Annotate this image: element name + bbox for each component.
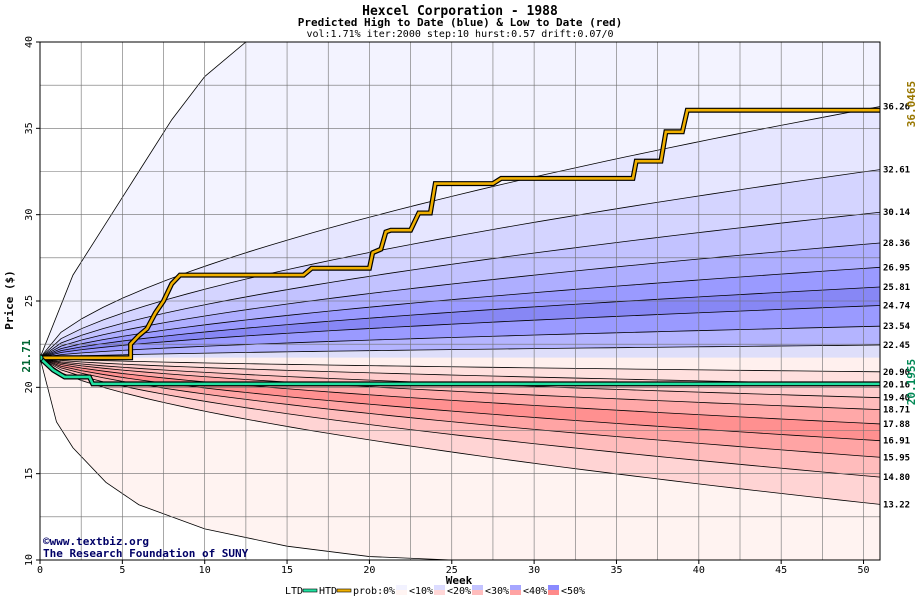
- x-tick-label: 45: [775, 565, 787, 576]
- legend-blue-swatch: [434, 585, 445, 590]
- y-tick-label: 40: [24, 36, 35, 48]
- right-value-label: 28.36: [883, 239, 910, 249]
- htd-line: [40, 108, 880, 360]
- right-value-label: 13.22: [883, 500, 910, 510]
- y-tick-label: 30: [24, 209, 35, 221]
- right-value-label: 24.74: [883, 301, 911, 311]
- legend-bucket-label: <10%: [409, 586, 433, 597]
- low-band-4: [40, 357, 880, 441]
- chart-title: Hexcel Corporation - 1988: [362, 4, 558, 19]
- high-band-1: [40, 169, 880, 358]
- right-value-label: 16.91: [883, 437, 910, 447]
- low-band-1: [40, 357, 880, 398]
- y-axis-label: Price ($): [3, 270, 16, 330]
- probability-bands: [40, 42, 880, 560]
- x-tick-label: 20: [363, 565, 375, 576]
- legend-red-swatch: [548, 590, 559, 595]
- legend-blue-swatch: [396, 585, 407, 590]
- low-band-6: [40, 357, 880, 478]
- right-value-label: 22.45: [883, 341, 910, 351]
- x-tick-label: 50: [858, 565, 870, 576]
- y-tick-label: 15: [24, 468, 35, 480]
- low-band-inner: [40, 357, 880, 372]
- series-layer: [40, 107, 880, 387]
- x-tick-label: 0: [37, 565, 43, 576]
- high-band-6: [40, 305, 880, 358]
- legend-ltd-swatch: [302, 588, 318, 593]
- legend-red-swatch: [472, 590, 483, 595]
- high-band-4: [40, 267, 880, 358]
- legend: LTD HTD prob: 0% <10% <20% <30% <40% <50%: [285, 585, 585, 597]
- right-value-label: 26.95: [883, 263, 910, 273]
- legend-ltd-label: LTD: [285, 586, 303, 597]
- y-tick-label: 10: [24, 554, 35, 566]
- right-value-label: 17.88: [883, 420, 910, 430]
- legend-blue-swatch: [548, 585, 559, 590]
- y-tick-label: 20: [24, 381, 35, 393]
- right-value-label: 30.14: [883, 208, 911, 218]
- x-tick-label: 25: [446, 565, 458, 576]
- credit-foundation: The Research Foundation of SUNY: [43, 547, 249, 560]
- right-value-label: 15.95: [883, 453, 910, 463]
- low-band-5: [40, 357, 880, 458]
- right-value-label: 23.54: [883, 322, 911, 332]
- right-value-label: 14.80: [883, 473, 910, 483]
- ltd-line: [40, 356, 880, 386]
- legend-red-swatch: [396, 590, 407, 595]
- legend-red-swatch: [510, 590, 521, 595]
- x-tick-label: 30: [528, 565, 540, 576]
- low-band-3: [40, 357, 880, 424]
- x-tick-label: 15: [281, 565, 293, 576]
- legend-bucket-label: <30%: [485, 586, 509, 597]
- low-band-0: [40, 357, 880, 385]
- high-band-3: [40, 242, 880, 358]
- legend-red-swatch: [434, 590, 445, 595]
- low-band-7: [40, 357, 880, 505]
- x-tick-label: 10: [199, 565, 211, 576]
- high-band-inner: [40, 345, 880, 358]
- legend-bucket-label: 0%: [383, 586, 395, 597]
- low-band-2: [40, 357, 880, 410]
- chart-subtitle: Predicted High to Date (blue) & Low to D…: [298, 16, 623, 29]
- high-band-7: [40, 326, 880, 358]
- high-band-0: [40, 106, 880, 358]
- start-point: [40, 354, 44, 362]
- legend-blue-swatch: [510, 585, 521, 590]
- right-value-label: 20.90: [883, 368, 910, 378]
- legend-bucket-label: <20%: [447, 586, 471, 597]
- legend-blue-swatch: [472, 585, 483, 590]
- right-value-label: 36.26: [883, 103, 910, 113]
- legend-bucket-label: <40%: [523, 586, 547, 597]
- y-tick-label: 25: [24, 295, 35, 307]
- axes: 0 5 10 15 20 25 30 35 40 45 50 10 15 20 25 30 35 40 36.26 3…: [24, 36, 911, 576]
- legend-htd-swatch: [336, 588, 352, 593]
- legend-htd-label: HTD: [319, 586, 337, 597]
- legend-prob-prefix: prob:: [353, 586, 383, 597]
- high-band-5: [40, 287, 880, 358]
- start-price-label: 21.71: [20, 339, 33, 372]
- high-band-2: [40, 212, 880, 358]
- x-tick-label: 35: [610, 565, 622, 576]
- high-final-label: 36.0465: [905, 81, 918, 127]
- credit-website: ©www.textbiz.org: [43, 535, 149, 548]
- low-final-label: 20.1955: [905, 359, 918, 405]
- legend-bucket-label: <50%: [561, 586, 585, 597]
- right-value-label: 19.40: [883, 394, 910, 404]
- right-value-label: 20.16: [883, 381, 910, 391]
- x-tick-label: 40: [693, 565, 705, 576]
- right-value-label: 25.81: [883, 283, 910, 293]
- right-value-label: 18.71: [883, 406, 910, 416]
- x-tick-label: 5: [119, 565, 125, 576]
- chart-params: vol:1.71% iter:2000 step:10 hurst:0.57 d…: [306, 29, 613, 40]
- right-value-label: 32.61: [883, 166, 910, 176]
- y-tick-label: 35: [24, 122, 35, 134]
- x-axis-label: Week: [446, 574, 473, 587]
